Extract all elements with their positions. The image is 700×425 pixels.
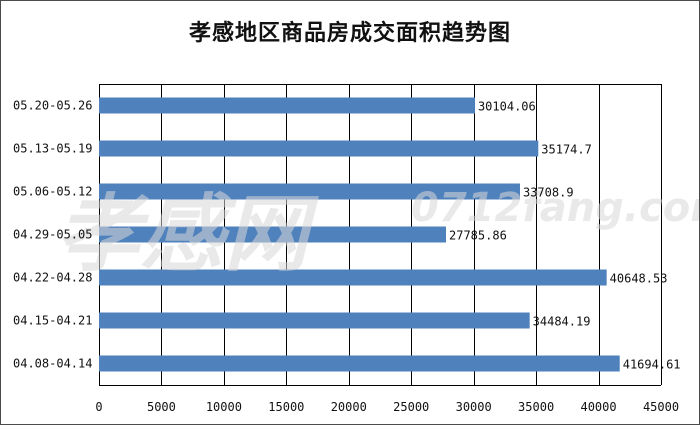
x-tick-label: 20000 xyxy=(331,400,367,414)
x-tick-label: 45000 xyxy=(643,400,679,414)
bar xyxy=(99,355,620,372)
category-label: 04.15-04.21 xyxy=(13,314,92,328)
x-tick-label: 25000 xyxy=(393,400,429,414)
labels: 0 5000 10000 15000 20000 25000 30000 35000 40000… xyxy=(13,99,681,415)
x-tick-label: 40000 xyxy=(580,400,616,414)
category-label: 04.22-04.28 xyxy=(13,271,92,285)
data-label: 30104.06 xyxy=(478,100,536,114)
data-label: 34484.19 xyxy=(533,315,591,329)
bar xyxy=(99,312,530,329)
bar xyxy=(99,183,520,200)
category-label: 05.20-05.26 xyxy=(13,99,92,113)
watermark-url: 0712fang.com xyxy=(411,185,699,231)
bar xyxy=(99,269,607,286)
category-label: 04.08-04.14 xyxy=(13,357,92,371)
data-label: 35174.7 xyxy=(541,143,592,157)
x-tick-label: 10000 xyxy=(206,400,242,414)
category-label: 05.06-05.12 xyxy=(13,185,92,199)
bars xyxy=(99,97,620,372)
watermark-cn: 孝感网 xyxy=(56,185,319,283)
x-tick-label: 30000 xyxy=(456,400,492,414)
bar xyxy=(99,226,447,243)
category-label: 04.29-05.05 xyxy=(13,228,92,242)
watermark: 孝感网 0712fang.com xyxy=(56,185,699,283)
x-tick-label: 0 xyxy=(95,400,102,414)
category-label: 05.13-05.19 xyxy=(13,142,92,156)
x-tick-label: 5000 xyxy=(147,400,176,414)
data-label: 41694.61 xyxy=(623,358,681,372)
bar xyxy=(99,97,475,114)
x-tick-label: 35000 xyxy=(518,400,554,414)
chart-title: 孝感地区商品房成交面积趋势图 xyxy=(188,20,511,46)
data-label: 40648.53 xyxy=(610,272,668,286)
data-label: 33708.9 xyxy=(523,186,574,200)
x-tick-label: 15000 xyxy=(268,400,304,414)
data-label: 27785.86 xyxy=(449,229,507,243)
bar xyxy=(99,140,539,157)
